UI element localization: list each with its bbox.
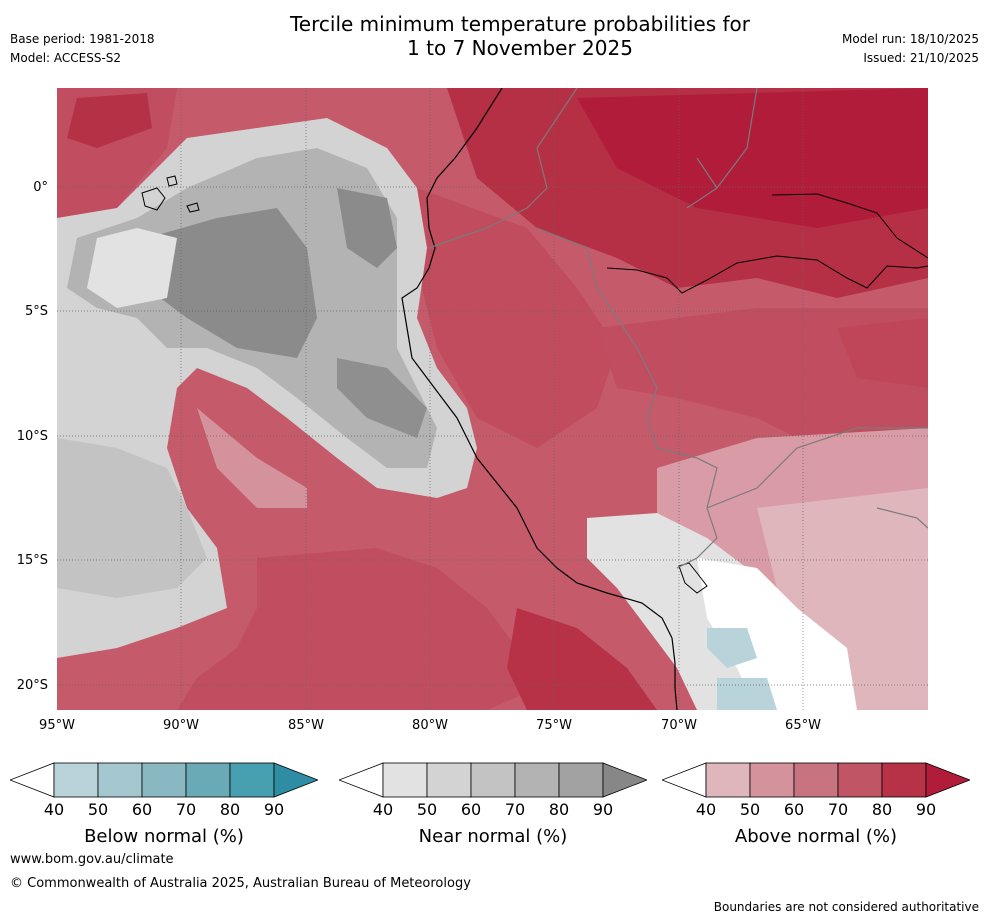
colorbar-near-normal: [337, 762, 649, 798]
colorbar-lower-extend: [337, 762, 384, 798]
colorbar-segment: [837, 762, 883, 798]
lat-label-0: 0°: [33, 180, 48, 195]
colorbar-segment: [426, 762, 472, 798]
below-normal-patch-1: [707, 628, 757, 668]
legend-title-above-normal: Above normal (%): [734, 826, 898, 847]
no-dominant-category: [697, 558, 857, 710]
above-normal-80-northeast: [837, 318, 928, 388]
legend-tick: 60: [131, 800, 153, 819]
lon-label-90w: 90°W: [163, 718, 199, 733]
galapagos-island-3: [166, 175, 178, 187]
lat-label-15s: 15°S: [16, 553, 48, 568]
amazon-river: [606, 255, 928, 294]
colorbar-segment: [749, 762, 795, 798]
legend-tick: 60: [460, 800, 482, 819]
above-normal-50-ridge: [197, 408, 307, 508]
legend-tick: 50: [416, 800, 438, 819]
probability-map: [57, 88, 928, 710]
coastline: [401, 88, 678, 710]
galapagos-island-1: [141, 187, 166, 211]
colorbar-lower-extend: [8, 762, 55, 798]
colorbar-segment: [705, 762, 751, 798]
colorbar-above-normal: [660, 762, 972, 798]
legend-tick: 50: [739, 800, 761, 819]
near-normal-60-southwest: [57, 438, 207, 598]
lon-label-70w: 70°W: [661, 718, 697, 733]
title-line-1: Tercile minimum temperature probabilitie…: [289, 12, 751, 36]
above-normal-90-chile-coast: [507, 608, 657, 710]
copyright: © Commonwealth of Australia 2025, Austra…: [10, 876, 471, 891]
legend-tick: 70: [827, 800, 849, 819]
colorbar-segment: [229, 762, 275, 798]
boundary-disclaimer: Boundaries are not considered authoritat…: [713, 900, 979, 914]
near-normal-40-islands: [87, 228, 177, 308]
legend-title-near-normal: Near normal (%): [418, 826, 568, 847]
legend-above-normal: 40 50 60 70 80 90 Above normal (%): [660, 762, 972, 852]
title-line-2: 1 to 7 November 2025: [407, 36, 633, 60]
model-name: Model: ACCESS-S2: [10, 51, 122, 65]
legend-tick: 60: [783, 800, 805, 819]
lon-label-95w: 95°W: [39, 718, 75, 733]
colorbar-segment: [881, 762, 927, 798]
colorbar-below-normal: [8, 762, 320, 798]
colorbar-segment: [53, 762, 99, 798]
lat-label-5s: 5°S: [24, 304, 48, 319]
model-run: Model run: 18/10/2025: [841, 32, 979, 46]
lon-label-80w: 80°W: [412, 718, 448, 733]
legend-tick: 80: [871, 800, 893, 819]
legend-title-below-normal: Below normal (%): [84, 826, 244, 847]
colorbar-upper-extend: [925, 762, 972, 798]
colorbar-lower-extend: [660, 762, 707, 798]
country-borders: [428, 88, 928, 569]
legend-tick: 80: [219, 800, 241, 819]
lon-label-75w: 75°W: [536, 718, 572, 733]
river-north: [771, 193, 928, 259]
legend-near-normal: 40 50 60 70 80 90 Near normal (%): [337, 762, 649, 852]
graticule: [57, 88, 928, 710]
colorbar-upper-extend: [273, 762, 320, 798]
website-link[interactable]: www.bom.gov.au/climate: [10, 852, 174, 867]
issued-date: Issued: 21/10/2025: [863, 51, 979, 65]
lat-label-20s: 20°S: [16, 678, 48, 693]
legend-tick: 40: [43, 800, 65, 819]
legend-tick: 50: [87, 800, 109, 819]
lake-titicaca: [678, 562, 708, 594]
colorbar-upper-extend: [602, 762, 649, 798]
lon-label-85w: 85°W: [288, 718, 324, 733]
colorbar-segment: [141, 762, 187, 798]
colorbar-segment: [793, 762, 839, 798]
legend-tick: 90: [263, 800, 285, 819]
legend-tick: 70: [504, 800, 526, 819]
above-normal-80-peru: [417, 188, 617, 448]
below-normal-patch-2: [717, 678, 777, 710]
lat-label-10s: 10°S: [16, 429, 48, 444]
legend-tick: 70: [175, 800, 197, 819]
above-normal-90-amazon: [577, 88, 928, 228]
map-title: Tercile minimum temperature probabilitie…: [200, 12, 840, 60]
lon-label-65w: 65°W: [785, 718, 821, 733]
legend-tick: 90: [915, 800, 937, 819]
galapagos-island-2: [186, 202, 200, 213]
near-normal-90-offshore: [337, 358, 427, 438]
legend-tick: 80: [548, 800, 570, 819]
colorbar-segment: [382, 762, 428, 798]
legend-below-normal: 40 50 60 70 80 90 Below normal (%): [8, 762, 320, 852]
above-normal-70-southwest: [177, 548, 537, 710]
near-normal-90-north: [337, 188, 397, 268]
legend-tick: 90: [592, 800, 614, 819]
above-normal-40-southeast: [757, 488, 928, 710]
colorbar-segment: [514, 762, 560, 798]
above-normal-90-nw: [67, 93, 152, 148]
legend-tick: 40: [695, 800, 717, 819]
colorbar-segment: [470, 762, 516, 798]
legend-tick: 40: [372, 800, 394, 819]
near-normal-90-galapagos: [147, 208, 317, 358]
colorbar-segment: [185, 762, 231, 798]
base-period: Base period: 1981-2018: [10, 32, 155, 46]
colorbar-segment: [558, 762, 604, 798]
colorbar-segment: [97, 762, 143, 798]
